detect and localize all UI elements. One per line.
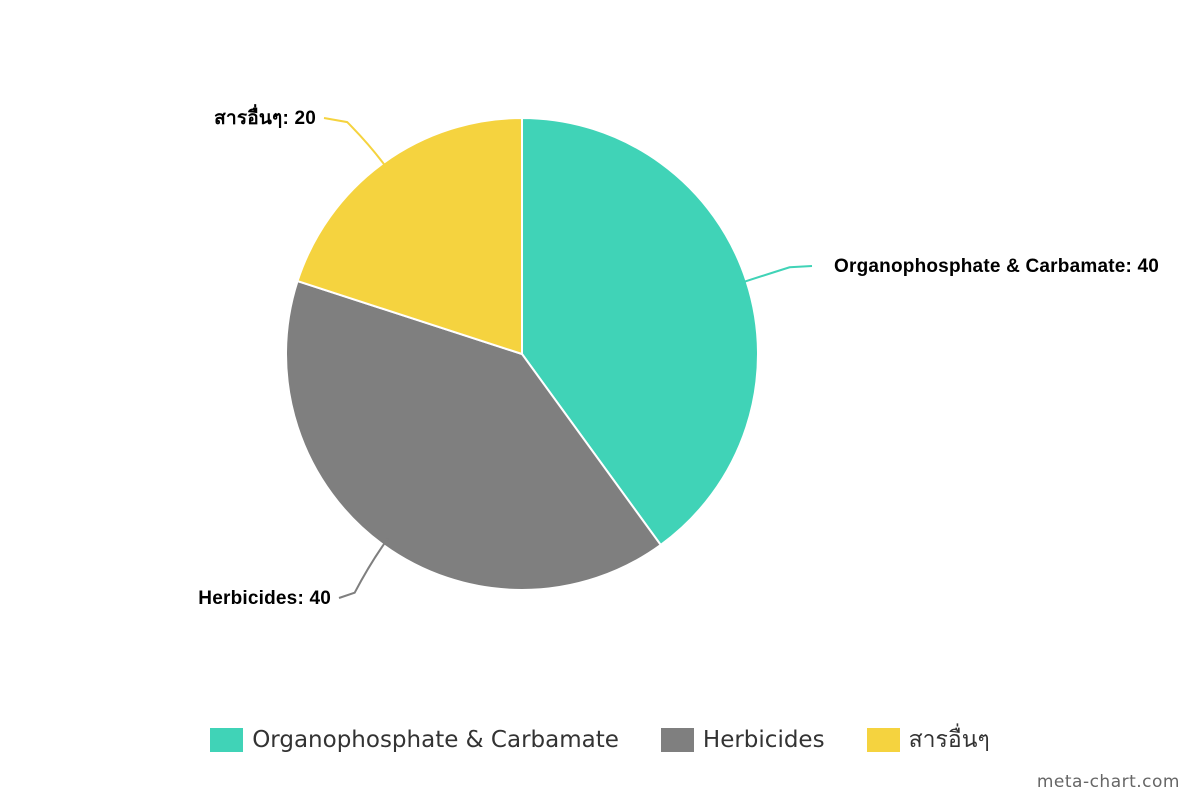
slice-label-others: สารอื่นๆ: 20 <box>214 104 316 129</box>
pie-chart: Organophosphate & Carbamate: 40 Herbicide… <box>198 104 1159 609</box>
leader-line-herbicides <box>338 537 389 599</box>
legend-item-others[interactable]: สารอื่นๆ <box>866 722 990 758</box>
pie-slices <box>285 116 759 591</box>
legend-item-organophosphate[interactable]: Organophosphate & Carbamate <box>210 727 619 753</box>
legend-label-organophosphate: Organophosphate & Carbamate <box>252 727 619 753</box>
legend-item-herbicides[interactable]: Herbicides <box>660 727 825 753</box>
slice-label-herbicides: Herbicides: 40 <box>198 588 331 609</box>
legend-swatch-others <box>866 728 900 752</box>
legend-swatch-herbicides <box>660 728 694 752</box>
slice-labels: Organophosphate & Carbamate: 40 Herbicide… <box>198 104 1159 609</box>
legend-label-others: สารอื่นๆ <box>908 727 990 753</box>
credit-text[interactable]: meta-chart.com <box>1036 772 1180 792</box>
leader-line-organophosphate <box>738 265 813 285</box>
slice-label-organophosphate: Organophosphate & Carbamate: 40 <box>834 256 1159 277</box>
leader-line-others <box>323 117 389 171</box>
legend-label-herbicides: Herbicides <box>702 727 825 753</box>
legend-swatch-organophosphate <box>210 728 244 752</box>
legend: Organophosphate & Carbamate Herbicides ส… <box>0 722 1200 758</box>
leader-lines <box>323 117 813 599</box>
